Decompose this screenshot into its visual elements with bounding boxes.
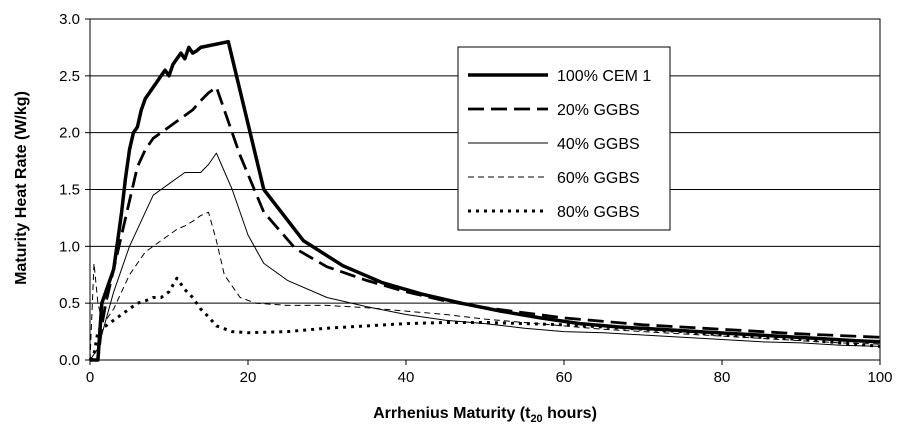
series-layer <box>88 39 881 362</box>
legend-label: 60% GGBS <box>557 170 640 187</box>
y-tick-label: 0.0 <box>59 352 80 369</box>
y-tick-label: 3.0 <box>59 11 80 28</box>
x-tick-label: 60 <box>556 369 573 386</box>
y-tick-label: 2.0 <box>59 125 80 142</box>
y-axis-title: Maturity Heat Rate (W/kg) <box>13 91 30 285</box>
legend-label: 20% GGBS <box>557 102 640 119</box>
y-tick-label: 1.5 <box>59 182 80 199</box>
x-tick-label: 100 <box>867 369 892 386</box>
x-tick-label: 20 <box>240 369 257 386</box>
x-tick-label: 80 <box>714 369 731 386</box>
series-line <box>88 276 881 361</box>
y-tick-label: 2.5 <box>59 68 80 85</box>
legend-label: 40% GGBS <box>557 136 640 153</box>
legend-label: 100% CEM 1 <box>557 68 651 85</box>
x-axis-title: Arrhenius Maturity (t20 hours) <box>373 405 597 425</box>
x-tick-label: 40 <box>398 369 415 386</box>
y-axis-ticks: 0.0 0.5 1.0 1.5 2.0 2.5 3.0 <box>59 11 90 369</box>
legend-label: 80% GGBS <box>557 204 640 221</box>
x-tick-label: 0 <box>86 369 94 386</box>
legend-box <box>457 46 671 231</box>
y-tick-label: 0.5 <box>59 295 80 312</box>
series-line <box>89 211 881 361</box>
series-line <box>90 85 881 362</box>
legend: 100% CEM 1 20% GGBS 40% GGBS 60% GGBS 80% GG… <box>457 46 671 231</box>
y-tick-label: 1.0 <box>59 238 80 255</box>
series-line <box>89 152 881 361</box>
x-axis-ticks: 0 20 40 60 80 100 <box>86 360 893 386</box>
